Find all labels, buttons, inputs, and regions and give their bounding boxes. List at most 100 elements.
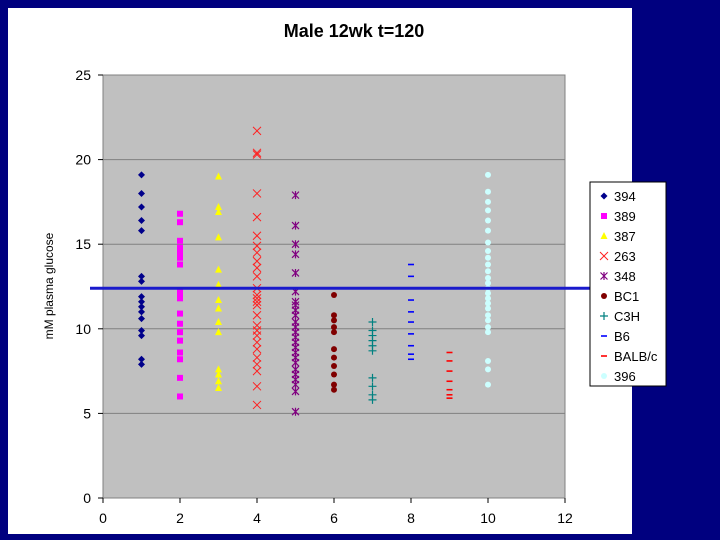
data-point xyxy=(485,198,491,205)
data-point xyxy=(485,268,491,275)
data-point xyxy=(291,358,300,367)
data-point xyxy=(138,189,145,197)
data-point xyxy=(331,371,337,378)
data-point xyxy=(485,239,491,246)
data-point xyxy=(368,382,377,391)
data-point xyxy=(252,126,262,136)
data-point xyxy=(331,386,337,393)
data-point xyxy=(291,191,300,200)
plot-area xyxy=(102,74,566,499)
legend-label: 263 xyxy=(614,249,636,264)
data-point xyxy=(291,407,300,416)
y-tick-label: 15 xyxy=(75,236,91,252)
data-point xyxy=(485,217,491,224)
data-point xyxy=(291,311,300,320)
legend-item: BALB/c xyxy=(601,349,658,364)
data-point xyxy=(252,231,262,241)
legend-label: 387 xyxy=(614,229,636,244)
x-tick-label: 2 xyxy=(176,510,184,526)
data-point xyxy=(252,381,262,391)
legend-label: B6 xyxy=(614,329,630,344)
data-point xyxy=(215,365,222,373)
data-point xyxy=(485,357,491,364)
data-point xyxy=(331,312,337,319)
data-point xyxy=(368,346,377,355)
data-point xyxy=(138,217,145,225)
data-point xyxy=(485,254,491,261)
y-tick-label: 10 xyxy=(75,321,91,337)
y-tick-label: 20 xyxy=(75,152,91,168)
data-point xyxy=(485,207,491,214)
data-point xyxy=(368,395,377,404)
data-point xyxy=(331,346,337,353)
data-point xyxy=(331,317,337,324)
data-point xyxy=(177,244,183,251)
data-point xyxy=(331,291,337,298)
legend-label: BALB/c xyxy=(614,349,658,364)
legend-marker xyxy=(600,192,608,200)
data-point xyxy=(138,308,145,316)
data-point xyxy=(138,293,145,301)
data-point xyxy=(215,296,222,304)
legend-item: 387 xyxy=(600,229,636,244)
data-point xyxy=(215,370,222,378)
y-tick-label: 5 xyxy=(83,405,91,421)
data-point xyxy=(485,312,491,319)
legend-marker xyxy=(601,373,607,379)
data-point xyxy=(485,329,491,336)
data-point xyxy=(215,328,222,336)
data-point xyxy=(485,305,491,312)
data-point xyxy=(215,202,222,210)
data-point xyxy=(485,227,491,234)
data-point xyxy=(215,280,222,288)
data-point xyxy=(138,298,145,306)
data-point xyxy=(291,221,300,230)
legend-items: 394 389 387 263 348 BC1 C3H B6 BALB/c 396 xyxy=(599,189,658,384)
legend-label: BC1 xyxy=(614,289,639,304)
data-point xyxy=(177,210,183,217)
data-point xyxy=(485,300,491,307)
data-point xyxy=(252,212,262,222)
data-point xyxy=(252,359,262,369)
data-point xyxy=(177,337,183,344)
data-point xyxy=(291,240,300,249)
legend-marker xyxy=(601,293,607,299)
x-tick-label: 8 xyxy=(407,510,415,526)
y-tick-label: 0 xyxy=(83,490,91,506)
legend-item: 396 xyxy=(601,369,636,384)
data-point xyxy=(215,172,222,180)
data-point xyxy=(291,387,300,396)
data-point xyxy=(138,332,145,340)
data-point xyxy=(138,203,145,211)
data-point xyxy=(138,303,145,311)
x-axis-ticks: 0 2 4 6 8 10 12 xyxy=(99,498,573,526)
data-point xyxy=(252,150,262,159)
data-point xyxy=(177,374,183,381)
data-point xyxy=(485,171,491,178)
data-point xyxy=(252,248,262,258)
data-point xyxy=(291,268,300,277)
data-point xyxy=(177,320,183,327)
legend-label: 394 xyxy=(614,189,636,204)
data-point xyxy=(138,315,145,323)
data-point xyxy=(252,310,262,320)
data-point xyxy=(252,331,262,340)
data-point xyxy=(485,188,491,195)
data-point xyxy=(215,304,222,312)
data-point xyxy=(177,356,183,363)
data-point xyxy=(177,349,183,356)
data-point xyxy=(177,249,183,256)
data-point xyxy=(485,295,491,302)
data-point xyxy=(138,355,145,363)
data-point xyxy=(485,275,491,282)
x-tick-label: 6 xyxy=(330,510,338,526)
legend-marker xyxy=(599,251,609,261)
data-point xyxy=(485,366,491,373)
data-point xyxy=(252,148,262,158)
legend-item: BC1 xyxy=(601,289,639,304)
data-point xyxy=(138,277,145,285)
legend-label: 389 xyxy=(614,209,636,224)
data-point xyxy=(177,310,183,317)
y-tick-label: 25 xyxy=(75,67,91,83)
data-point xyxy=(177,329,183,336)
